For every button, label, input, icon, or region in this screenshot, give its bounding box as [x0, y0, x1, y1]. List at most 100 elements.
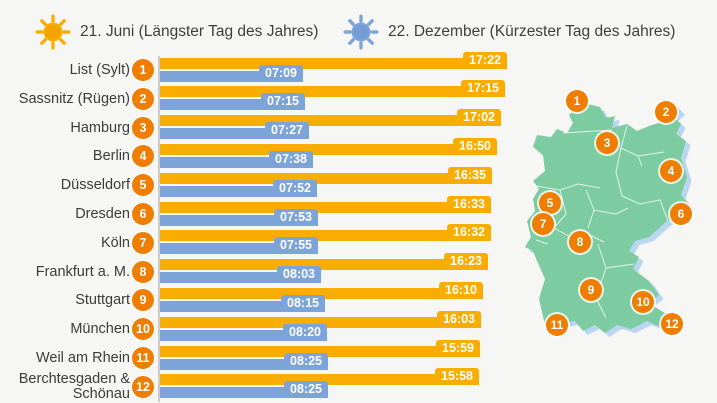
chart-row: Düsseldorf 5 16:35 07:52: [0, 166, 717, 200]
december-bar: [160, 329, 327, 341]
rank-badge: 10: [132, 318, 154, 341]
chart-row: Köln 7 16:32 07:55: [0, 224, 717, 258]
chart-row: Berchtesgaden & Schönau 12 15:58 08:25: [0, 368, 717, 403]
rank-badge: 12: [132, 375, 154, 398]
map-marker-5: 5: [539, 192, 561, 214]
june-bar: [160, 374, 479, 386]
chart-row: Sassnitz (Rügen) 2 17:15 07:15: [0, 80, 717, 114]
chart-row: List (Sylt) 1 17:22 07:09: [0, 51, 717, 85]
rank-badge: 8: [132, 260, 154, 283]
december-time-tag: 07:15: [261, 93, 305, 111]
december-bar: [160, 387, 328, 399]
june-time-tag: 16:03: [437, 310, 481, 328]
chart-row: Weil am Rhein 11 15:59 08:25: [0, 339, 717, 373]
chart-row: Frankfurt a. M. 8 16:23 08:03: [0, 253, 717, 287]
june-time-tag: 16:10: [439, 281, 483, 299]
legend-june-label: 21. Juni (Längster Tag des Jahres): [80, 23, 319, 40]
legend-item-december: 22. Dezember (Kürzester Tag des Jahres): [342, 12, 675, 52]
december-time-tag: 07:53: [274, 208, 318, 226]
june-time-tag: 16:33: [447, 195, 491, 213]
december-time-tag: 08:20: [283, 323, 327, 341]
city-label: Berlin: [92, 148, 130, 165]
june-time-tag: 16:35: [448, 166, 492, 184]
june-time-tag: 15:59: [436, 339, 480, 357]
december-time-tag: 08:25: [284, 381, 328, 399]
rank-badge: 5: [132, 174, 154, 197]
rank-badge: 3: [132, 116, 154, 139]
city-label: Düsseldorf: [60, 177, 130, 194]
december-time-tag: 08:15: [281, 294, 325, 312]
map-marker-4: 4: [660, 160, 682, 182]
chart-row: München 10 16:03 08:20: [0, 310, 717, 344]
city-label: Köln: [100, 234, 130, 251]
december-time-tag: 07:52: [273, 179, 317, 197]
december-bar: [160, 70, 303, 82]
june-bar: [160, 86, 505, 98]
city-label: Stuttgart: [75, 292, 130, 309]
map-marker-12: 12: [661, 313, 683, 335]
city-label: München: [70, 321, 130, 338]
june-bar: [160, 172, 492, 184]
december-time-tag: 07:38: [269, 150, 313, 168]
chart-row: Berlin 4 16:50 07:38: [0, 137, 717, 171]
map-marker-7: 7: [532, 213, 554, 235]
december-bar: [160, 300, 325, 312]
city-label: Dresden: [75, 206, 130, 222]
december-bar: [160, 214, 318, 226]
map-marker-9: 9: [580, 279, 602, 301]
june-bar: [160, 143, 497, 155]
chart-row: Hamburg 3 17:02 07:27: [0, 109, 717, 143]
december-bar: [160, 156, 313, 168]
june-bar: [160, 57, 507, 69]
december-bar: [160, 99, 305, 111]
legend-december-label: 22. Dezember (Kürzester Tag des Jahres): [388, 23, 676, 40]
sun-blue-icon: [343, 14, 379, 50]
city-label: Frankfurt a. M.: [35, 263, 130, 280]
december-time-tag: 07:09: [259, 64, 303, 82]
december-bar: [160, 185, 317, 197]
sun-orange-icon: [35, 14, 71, 50]
rank-badge: 4: [132, 145, 154, 168]
map-marker-2: 2: [655, 101, 677, 123]
rank-badge: 6: [132, 203, 154, 225]
june-bar: [160, 259, 488, 271]
map-marker-1: 1: [566, 90, 588, 112]
june-bar: [160, 345, 480, 357]
city-label: List (Sylt): [69, 62, 130, 78]
map-marker-8: 8: [569, 231, 591, 253]
december-time-tag: 08:25: [284, 352, 328, 370]
june-bar: [160, 316, 481, 328]
map-marker-6: 6: [670, 203, 692, 225]
city-label: Weil am Rhein: [35, 350, 130, 366]
rank-badge: 2: [132, 87, 154, 110]
june-time-tag: 16:32: [447, 224, 491, 242]
june-time-tag: 16:50: [453, 137, 497, 155]
city-label: Hamburg: [70, 119, 130, 136]
june-time-tag: 15:58: [435, 368, 479, 386]
map-marker-10: 10: [632, 291, 654, 313]
december-bar: [160, 128, 309, 140]
december-time-tag: 08:03: [277, 266, 321, 284]
december-bar: [160, 243, 318, 255]
rank-badge: 1: [132, 59, 154, 81]
chart-row: Stuttgart 9 16:10 08:15: [0, 281, 717, 315]
december-time-tag: 07:55: [274, 237, 318, 255]
december-time-tag: 07:27: [265, 122, 309, 140]
legend-item-june: 21. Juni (Längster Tag des Jahres): [34, 12, 318, 52]
map-marker-3: 3: [596, 132, 618, 154]
june-time-tag: 16:23: [444, 253, 488, 271]
june-bar: [160, 230, 491, 242]
chart-row: Dresden 6 16:33 07:53: [0, 195, 717, 229]
june-bar: [160, 115, 501, 127]
june-time-tag: 17:02: [457, 109, 501, 127]
june-bar: [160, 201, 491, 213]
city-label: Sassnitz (Rügen): [18, 90, 130, 107]
june-time-tag: 17:15: [461, 80, 505, 98]
december-bar: [160, 272, 321, 284]
map-marker-11: 11: [546, 314, 568, 336]
rank-badge: 9: [132, 289, 154, 312]
chart-axis-line: [158, 56, 160, 402]
city-label: Berchtesgaden & Schönau: [18, 371, 130, 403]
